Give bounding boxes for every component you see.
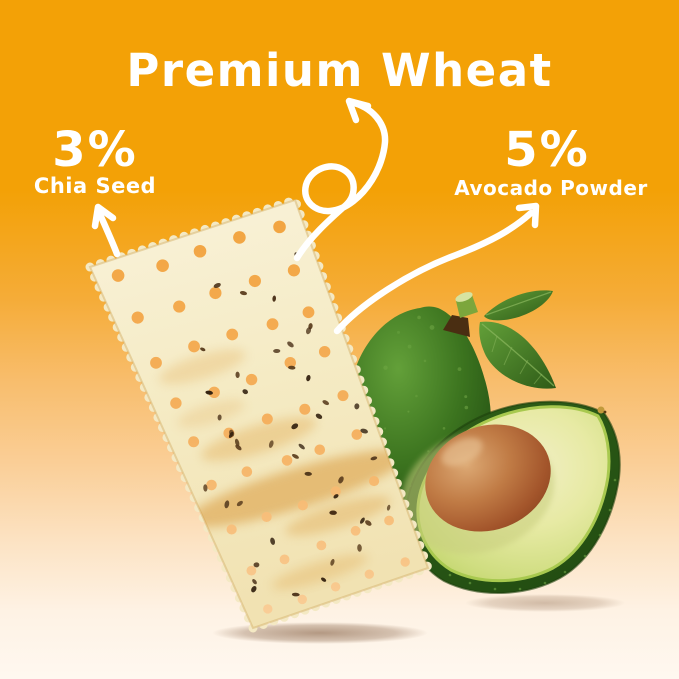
arrow-right-head (515, 202, 540, 229)
avocado-tip-speck (603, 410, 607, 414)
avocado-half-skin-texture (448, 478, 617, 591)
stem-base (443, 315, 470, 337)
cracker-shadow (212, 622, 428, 644)
arrow-left-icon (91, 203, 121, 258)
cracker-toast-patches (159, 349, 407, 590)
avocado-tip-nub (597, 406, 605, 414)
avocado-percent: 5% (504, 122, 590, 178)
leaf-upper-vein (485, 291, 552, 316)
avocado-label: Avocado Powder (454, 176, 648, 200)
pit-highlight (441, 437, 483, 467)
annotation-arrows (91, 97, 540, 335)
arrow-left-head (91, 203, 117, 230)
cracker-docking-holes (111, 220, 410, 614)
product-title: Premium Wheat (126, 44, 553, 97)
chia-percent: 3% (52, 122, 138, 178)
arrow-loop-shaft (293, 98, 389, 262)
arrow-right-shaft (333, 209, 535, 335)
avocado-shadow (465, 594, 625, 612)
avocado-half-image (401, 400, 621, 594)
arrow-loop-icon (293, 97, 389, 262)
leaf-lower-vein (481, 323, 555, 387)
stem-cut-top (455, 292, 473, 302)
arrow-loop-head (345, 97, 372, 124)
arrow-left-shaft (95, 208, 121, 258)
arrow-right-icon (333, 202, 540, 335)
leaf-lower-veins (491, 335, 543, 385)
cracker-chia-seeds (200, 252, 391, 597)
chia-label: Chia Seed (33, 174, 157, 198)
cracker-inner-rim (88, 198, 430, 630)
cracker-image (83, 194, 434, 634)
